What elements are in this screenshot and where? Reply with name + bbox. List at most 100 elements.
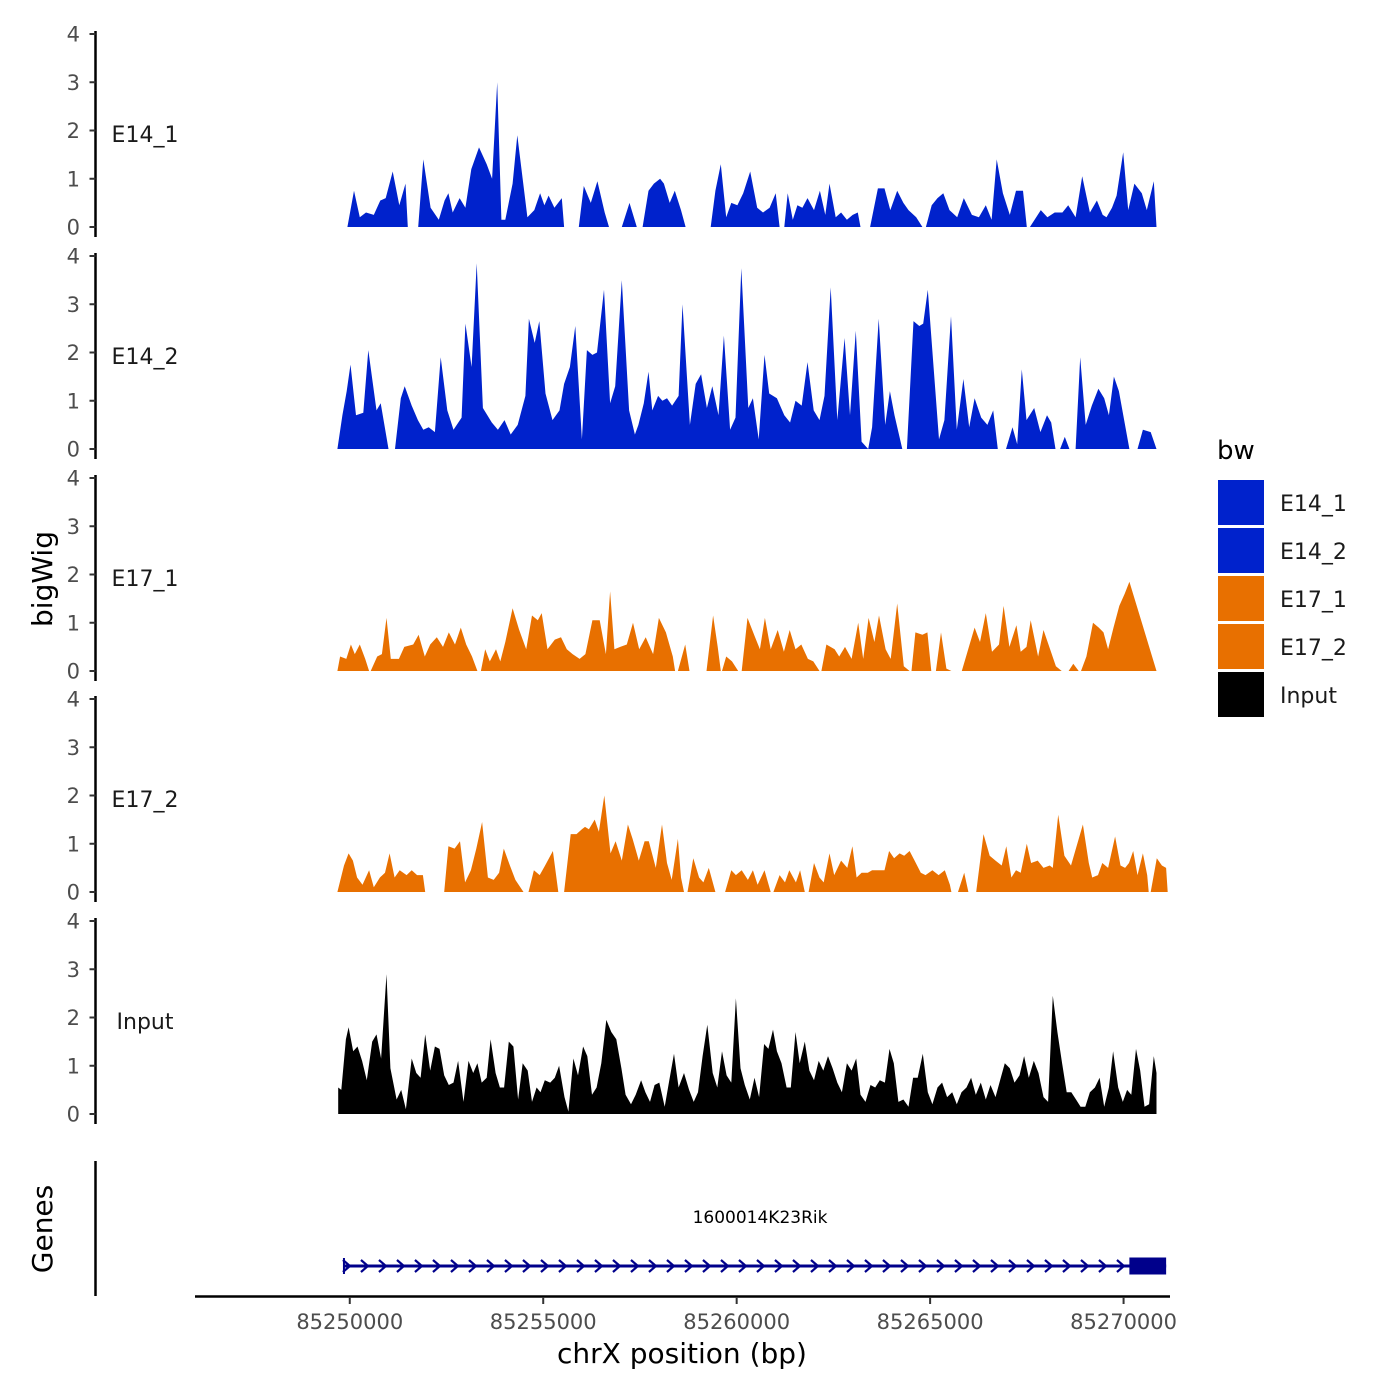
y-tick-label: 2 [67, 1006, 80, 1030]
gene-strand-chevron [900, 1259, 910, 1273]
gene-strand-chevron [882, 1259, 892, 1273]
gene-strand-chevron [360, 1259, 370, 1273]
x-tick-label: 85260000 [683, 1310, 790, 1334]
legend-swatch-Input [1218, 672, 1264, 717]
gene-strand-chevron [666, 1259, 676, 1273]
x-axis-ticks: 85250000 85255000 85260000 85265000 85270000 [296, 1297, 1177, 1334]
track-label-E14_2: E14_2 [112, 345, 179, 370]
gene-strand-chevron [396, 1259, 406, 1273]
gene-strand-chevron [504, 1259, 514, 1273]
x-axis-title: chrX position (bp) [557, 1337, 807, 1370]
legend-label-Input: Input [1280, 684, 1337, 709]
gene-1600014K23Rik: 1600014K23Rik [342, 1208, 1167, 1275]
track-E14_2: 0 1 2 3 4 E14_2 [67, 245, 1157, 462]
gene-strand-chevron [756, 1259, 766, 1273]
gene-strand-chevron [378, 1259, 388, 1273]
track-E17_2: 0 1 2 3 4 E17_2 [67, 688, 1168, 905]
genes-track: 1600014K23Rik Genes [26, 1161, 1167, 1296]
legend-swatch-E14_1 [1218, 480, 1264, 525]
gene-strand-chevron [540, 1259, 550, 1273]
legend-swatch-E17_2 [1218, 624, 1264, 669]
track-label-Input: Input [117, 1010, 174, 1035]
y-tick-label: 0 [67, 216, 80, 240]
y-axis-title: bigWig [26, 531, 59, 627]
y-tick-label: 4 [67, 467, 80, 491]
track-area-E17_2 [337, 795, 1168, 892]
gene-label: 1600014K23Rik [693, 1208, 828, 1228]
track-label-E17_2: E17_2 [112, 788, 179, 813]
gene-strand-chevron [720, 1259, 730, 1273]
y-tick-label: 3 [67, 515, 80, 539]
y-tick-label: 3 [67, 293, 80, 317]
gene-strand-chevron [414, 1259, 424, 1273]
gene-strand-chevron [846, 1259, 856, 1273]
track-Input: 0 1 2 3 4 Input [67, 910, 1157, 1127]
gene-exon-block [1129, 1257, 1167, 1275]
y-tick-label: 4 [67, 245, 80, 269]
track-label-E14_1: E14_1 [112, 123, 179, 148]
x-tick-label: 85265000 [877, 1310, 984, 1334]
gene-strand-chevron [738, 1259, 748, 1273]
y-tick-label: 1 [67, 611, 80, 635]
gene-strand-chevron [486, 1259, 496, 1273]
gene-strand-chevron [558, 1259, 568, 1273]
y-tick-label: 2 [67, 341, 80, 365]
gene-strand-chevron [630, 1259, 640, 1273]
gene-strand-chevron [648, 1259, 658, 1273]
track-E14_1: 0 1 2 3 4 E14_1 [67, 23, 1157, 240]
legend-items: E14_1 E14_2 E17_1 E17_2 Input [1218, 480, 1347, 717]
gene-strand-chevron [1098, 1259, 1108, 1273]
track-area-E17_1 [337, 581, 1157, 671]
y-tick-label: 4 [67, 23, 80, 47]
tracks-layer: 0 1 2 3 4 E14_1 0 1 2 3 4 E14_2 0 1 2 3 4 E17_1 0 1 2 3 4 E17_2… [67, 23, 1168, 1127]
y-tick-label: 2 [67, 119, 80, 143]
gene-strand-chevron [1080, 1259, 1090, 1273]
gene-strand-chevron [1116, 1259, 1126, 1273]
y-tick-label: 4 [67, 688, 80, 712]
track-area-E14_2 [337, 263, 1157, 449]
y-tick-label: 3 [67, 736, 80, 760]
gene-strand-chevron [792, 1259, 802, 1273]
gene-strand-chevron [612, 1259, 622, 1273]
gene-strand-chevron [450, 1259, 460, 1273]
genes-track-title: Genes [26, 1185, 59, 1273]
gene-strand-chevron [1008, 1259, 1018, 1273]
gene-strand-chevron [954, 1259, 964, 1273]
y-tick-label: 0 [67, 660, 80, 684]
x-tick-label: 85255000 [490, 1310, 597, 1334]
legend-title: bw [1217, 436, 1255, 466]
gene-strand-chevron [828, 1259, 838, 1273]
x-tick-label: 85250000 [296, 1310, 403, 1334]
gene-strand-chevron [918, 1259, 928, 1273]
x-axis: 85250000 85255000 85260000 85265000 85270000… [195, 1295, 1177, 1370]
gene-strand-chevron [972, 1259, 982, 1273]
gene-strand-chevron [990, 1259, 1000, 1273]
track-area-E14_1 [347, 82, 1157, 227]
gene-strand-chevron [702, 1259, 712, 1273]
legend-swatch-E17_1 [1218, 576, 1264, 621]
gene-strand-chevron [522, 1259, 532, 1273]
gene-strand-chevron [684, 1259, 694, 1273]
track-label-E17_1: E17_1 [112, 567, 179, 592]
y-tick-label: 0 [67, 881, 80, 905]
y-tick-label: 1 [67, 1054, 80, 1078]
y-tick-label: 1 [67, 832, 80, 856]
gene-strand-chevron [936, 1259, 946, 1273]
gene-strand-chevron [1026, 1259, 1036, 1273]
gene-strand-chevron [432, 1259, 442, 1273]
gene-strand-chevron [594, 1259, 604, 1273]
y-tick-label: 3 [67, 958, 80, 982]
gene-strand-chevron [774, 1259, 784, 1273]
legend: bw E14_1 E14_2 E17_1 E17_2 Input [1217, 436, 1347, 717]
gene-strand-chevron [1044, 1259, 1054, 1273]
gene-strand-chevron [864, 1259, 874, 1273]
track-E17_1: 0 1 2 3 4 E17_1 [67, 467, 1157, 684]
gene-layer: 1600014K23Rik [342, 1208, 1167, 1275]
y-tick-label: 1 [67, 167, 80, 191]
legend-label-E17_2: E17_2 [1280, 636, 1347, 661]
gene-strand-chevron [1062, 1259, 1072, 1273]
y-tick-label: 1 [67, 389, 80, 413]
x-tick-label: 85270000 [1070, 1310, 1177, 1334]
gene-strand-chevron [810, 1259, 820, 1273]
